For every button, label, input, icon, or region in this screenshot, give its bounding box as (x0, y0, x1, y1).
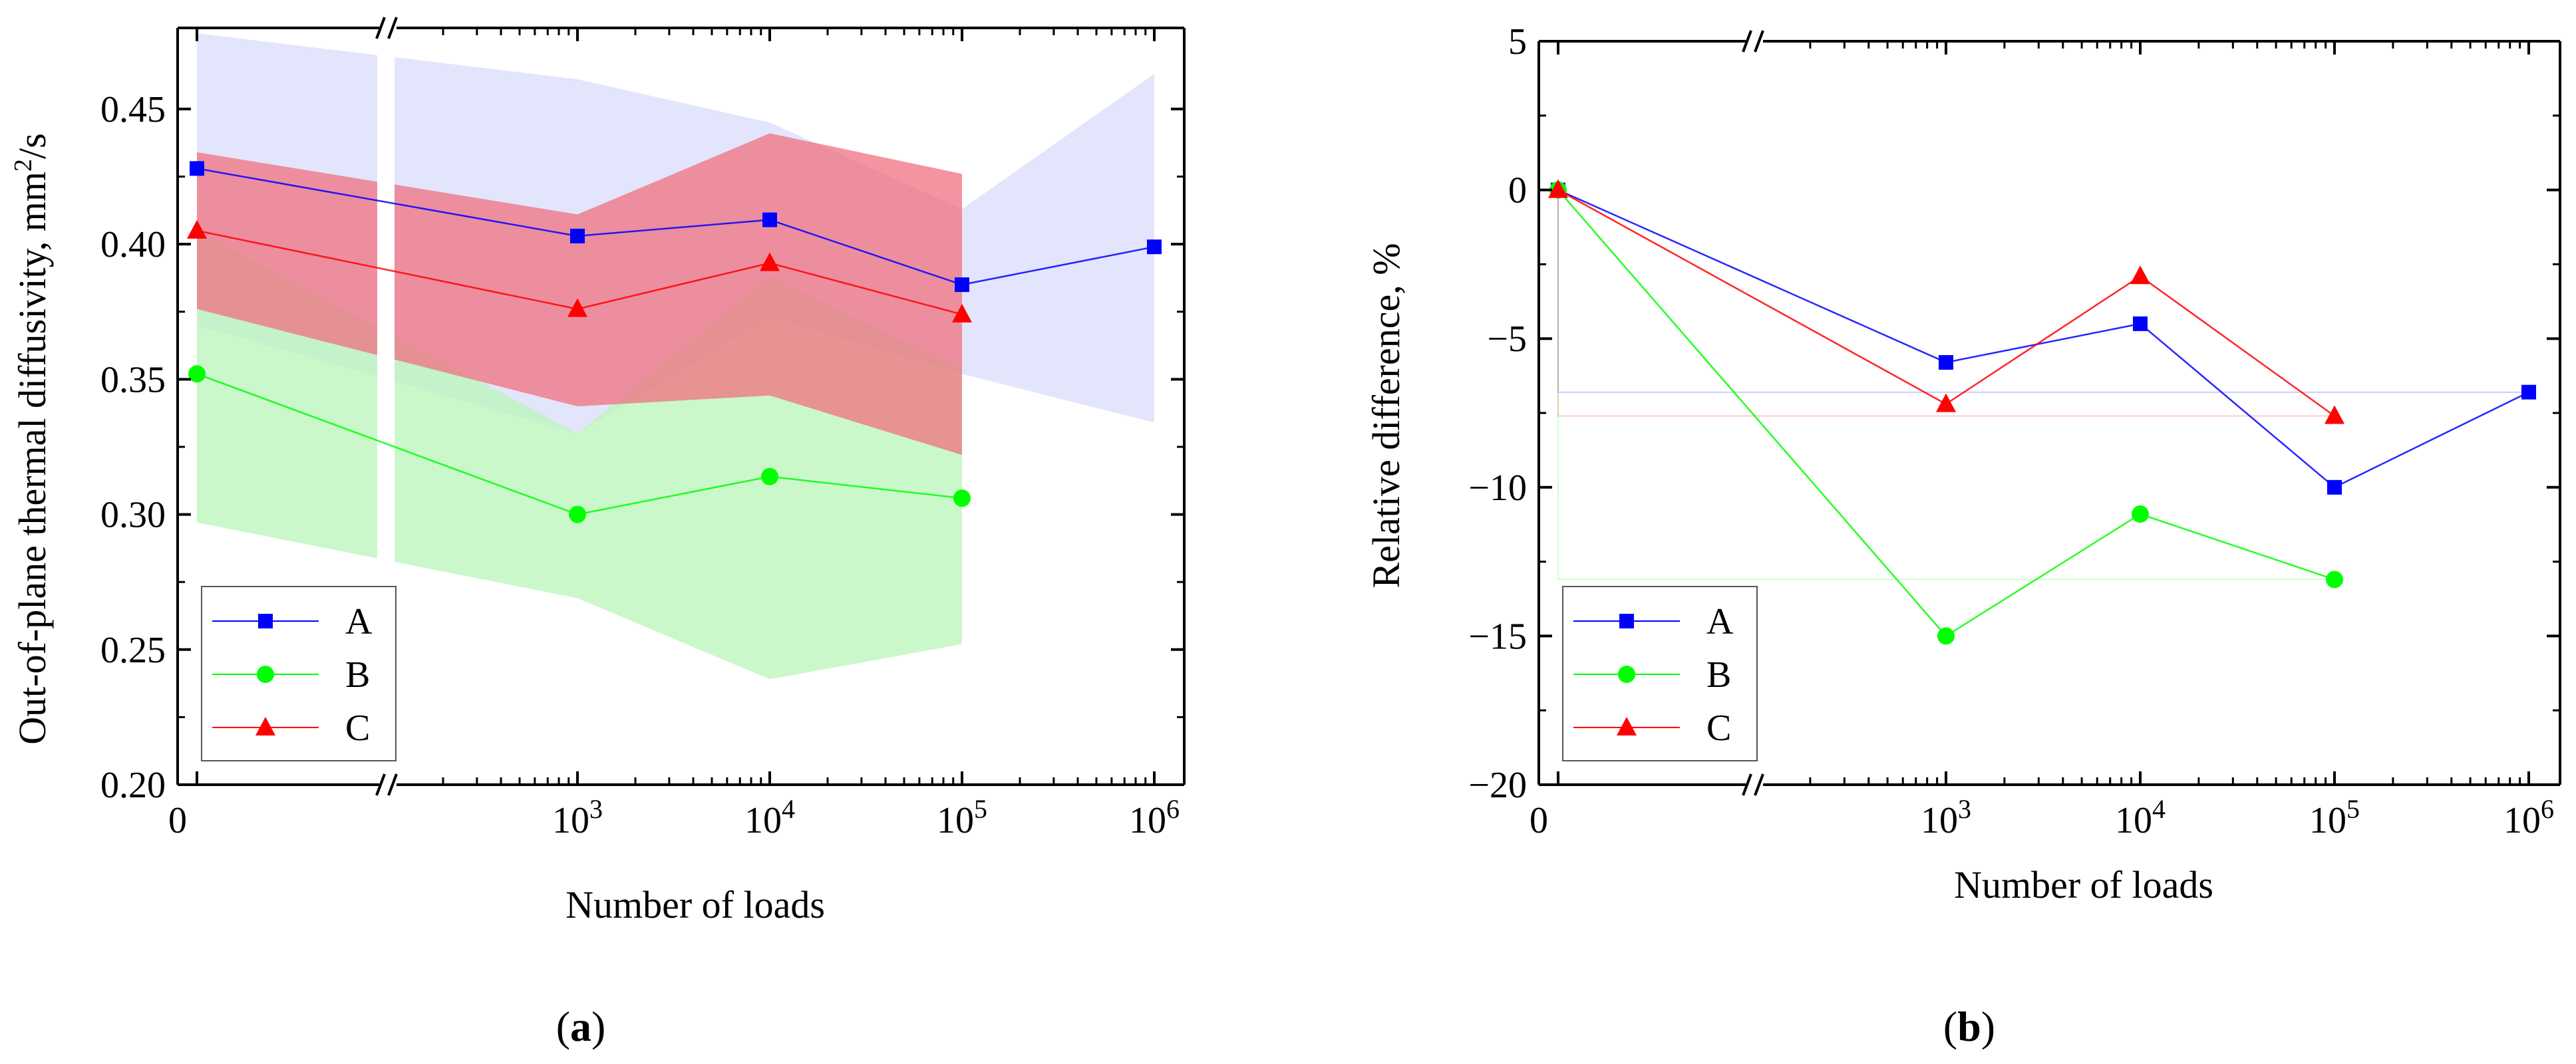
x-tick-label: 104 (744, 794, 795, 842)
x-tick-label: 103 (1921, 794, 1971, 842)
data-point-b (2326, 571, 2343, 589)
data-point-a (2521, 384, 2536, 400)
panel-a-y-axis-title: Out-of-plane thermal diffusivity, mm2/s (9, 133, 54, 744)
x-tick-label: 103 (552, 794, 603, 842)
reference-line-b (1557, 190, 2334, 581)
y-tick-label: 0.40 (100, 224, 166, 265)
data-point-b (188, 365, 206, 383)
panel-a-markers (187, 161, 1162, 523)
data-point-c (2130, 265, 2150, 285)
y-tick-label: 0.25 (100, 630, 166, 671)
axis-break-mark (1754, 773, 1764, 796)
panel-b-reference-lines (1557, 190, 2529, 581)
legend-label-b: B (345, 654, 370, 696)
y-tick-label: 5 (1508, 21, 1527, 63)
data-point-b (761, 467, 778, 485)
series-line-c (196, 229, 963, 316)
axis-break-mark (375, 17, 386, 39)
legend-marker-b (257, 666, 274, 683)
data-point-a (955, 277, 969, 293)
axis-break-mark (1754, 30, 1764, 53)
data-point-b (569, 505, 586, 523)
data-point-c (2325, 405, 2344, 424)
panel-b-legend: ABC (1562, 586, 1758, 761)
legend-label-c: C (1706, 708, 1731, 749)
data-point-c (187, 219, 207, 239)
legend-marker-c (1617, 717, 1637, 735)
data-point-b (2132, 505, 2149, 523)
panel-a-legend: ABC (201, 586, 397, 761)
x-tick-label: 0 (168, 800, 187, 841)
x-tick-label: 104 (2115, 794, 2166, 842)
data-point-a (2327, 479, 2342, 495)
panel-b-x-axis-title: Number of loads (1954, 863, 2213, 906)
panel-a-y-axis-title-main: Out-of-plane thermal diffusivity, mm (11, 172, 54, 745)
axis-break-mark (387, 17, 398, 39)
panel-b-lines (1557, 189, 2529, 638)
y-tick-label: −10 (1468, 467, 1527, 509)
x-tick-label: 0 (1530, 800, 1548, 841)
panel-b-y-axis-title: Relative difference, % (1365, 243, 1408, 588)
y-tick-label: −15 (1468, 616, 1527, 657)
legend-label-c: C (345, 708, 370, 749)
data-point-a (2133, 316, 2148, 331)
legend-marker-b (1618, 666, 1635, 683)
panel-a-chart: 0.20 0.25 0.30 0.35 0.40 0.45 0 103 104 105 106 AB… (9, 17, 1186, 1050)
reference-line-a (1557, 190, 2529, 393)
panel-a-y-axis-title-sup: 2 (9, 159, 37, 172)
legend-marker-a (1619, 614, 1634, 628)
data-point-a (570, 228, 585, 243)
y-tick-label: 0.30 (100, 495, 166, 536)
legend-label-b: B (1706, 654, 1731, 696)
data-point-a (762, 212, 777, 227)
axis-break-mark (1742, 773, 1752, 796)
y-tick-label: 0.20 (100, 765, 166, 806)
data-point-b (953, 489, 971, 507)
x-tick-label: 105 (937, 794, 987, 842)
legend-marker-a (258, 614, 273, 628)
panel-b-label-letter: b (1957, 1003, 1981, 1050)
legend-marker-c (255, 717, 275, 735)
y-tick-label: 0.35 (100, 359, 166, 400)
data-point-b (1937, 627, 1955, 645)
data-point-a (1147, 239, 1162, 255)
x-tick-label: 106 (1129, 794, 1180, 842)
data-point-c (1936, 393, 1956, 412)
data-point-c (567, 298, 587, 317)
axis-break-mark (375, 773, 386, 796)
data-point-c (760, 252, 780, 271)
reference-line-c (1557, 190, 2334, 417)
data-point-a (190, 161, 204, 176)
series-line-b (196, 373, 963, 515)
legend-label-a: A (1706, 601, 1734, 642)
data-point-c (952, 303, 972, 323)
x-tick-label: 106 (2503, 794, 2554, 842)
panel-a-bands (197, 29, 1154, 783)
axis-break-mark (387, 773, 398, 796)
panel-b-markers (1548, 179, 2536, 645)
panel-a-ticks: 0.20 0.25 0.30 0.35 0.40 0.45 0 103 104 105 106 (100, 28, 1184, 841)
panel-b-ticks: −20 −15 −10 −5 0 5 0 103 104 105 106 (1468, 21, 2560, 841)
series-line-b (1557, 189, 2335, 638)
data-point-a (1939, 354, 1953, 370)
x-tick-label: 105 (2309, 794, 2360, 842)
panel-a-y-axis-title-suffix: /s (11, 133, 54, 159)
series-line-a (1557, 189, 2529, 489)
y-tick-label: −5 (1487, 319, 1527, 360)
panel-b-chart: −20 −15 −10 −5 0 5 0 103 104 105 106 ABC Number of… (1365, 21, 2561, 1050)
panel-b-label: (b) (1943, 1003, 1995, 1050)
series-line-c (1557, 189, 2335, 417)
y-tick-label: 0 (1508, 170, 1527, 211)
panel-a-label-letter: a (570, 1003, 591, 1050)
y-tick-label: 0.45 (100, 89, 166, 130)
legend-label-a: A (345, 601, 373, 642)
data-point-c (1548, 179, 1568, 198)
axis-break-mark (1742, 30, 1752, 53)
y-tick-label: −20 (1468, 765, 1527, 806)
panel-a-axes (176, 17, 1186, 796)
panel-a-label: (a) (556, 1003, 606, 1050)
panel-a-x-axis-title: Number of loads (565, 883, 825, 926)
